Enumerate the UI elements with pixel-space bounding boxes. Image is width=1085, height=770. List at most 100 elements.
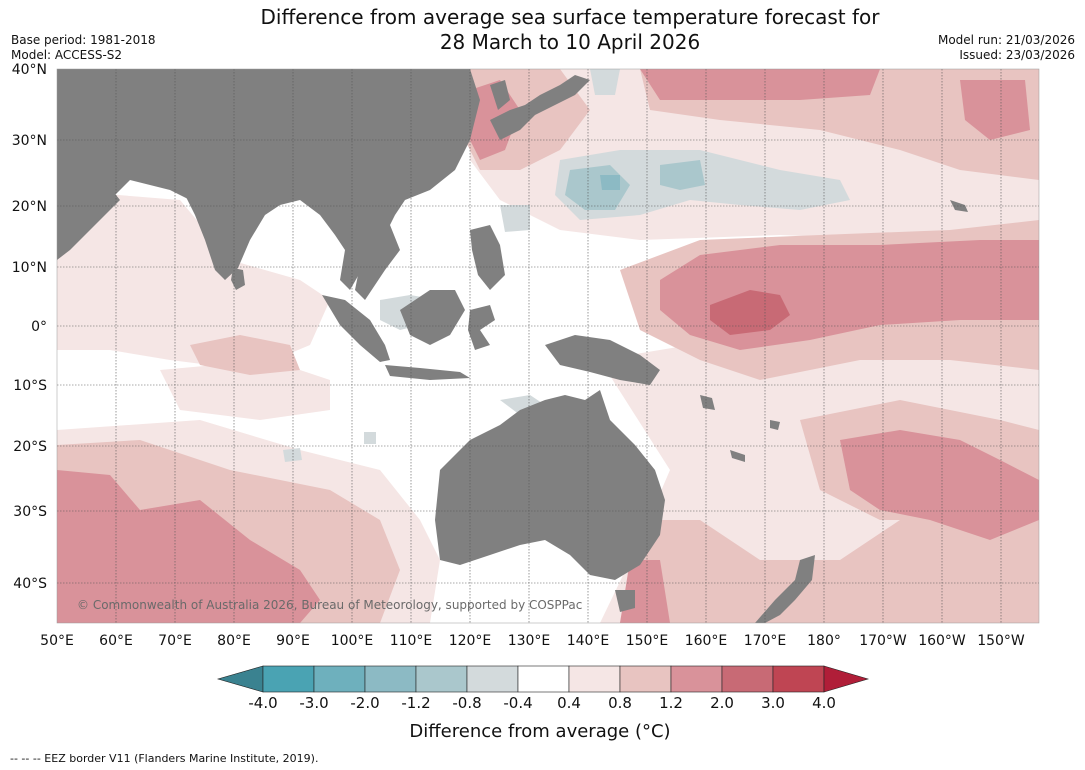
colorbar [216, 665, 870, 693]
cool-region-philippine [500, 205, 530, 232]
lon-label: 160°W [918, 633, 966, 649]
colorbar-swatch [262, 665, 315, 693]
lon-label: 160°E [685, 633, 728, 649]
lat-label: 20°N [12, 199, 47, 215]
lat-label: 40°S [13, 576, 47, 592]
gridlines [57, 69, 1039, 623]
warm4-central-pacific [710, 290, 790, 335]
longitude-labels: 50°E 60°E 70°E 80°E 90°E 100°E 110°E 120… [40, 633, 1025, 649]
lon-label: 90°E [276, 633, 310, 649]
cool-spot-indian [283, 448, 302, 462]
land-borneo [400, 290, 465, 345]
cool-spot-indian-b [364, 432, 376, 444]
colorbar-swatch [721, 665, 774, 693]
cool-region-southeast-asia [590, 69, 620, 95]
lat-label: 30°S [13, 504, 47, 520]
title-line-1: Difference from average sea surface temp… [260, 5, 880, 29]
run-info: Model run: 21/03/2026 Issued: 23/03/2026 [938, 33, 1075, 63]
map-frame [56, 68, 1040, 624]
model-run: Model run: 21/03/2026 [937, 33, 1075, 47]
colorbar-under-arrow [216, 665, 264, 693]
lon-label: 80°E [217, 633, 251, 649]
lon-label: 140°E [567, 633, 610, 649]
base-period: Base period: 1981-2018 [11, 33, 156, 47]
latitude-labels: 40°N 30°N 20°N 10°N 0° 10°S 20°S 30°S 40… [12, 62, 47, 592]
colorbar-tick-label: 4.0 [812, 694, 836, 712]
land-tasmania [615, 590, 635, 612]
colorbar-tick-label: 3.0 [761, 694, 785, 712]
land-indochina [345, 210, 400, 300]
colorbar-swatch [568, 665, 621, 693]
model-name: Model: ACCESS-S2 [11, 48, 123, 62]
warm3-east-north-pacific [960, 80, 1030, 140]
land-philippines [470, 225, 505, 290]
colorbar-tick-label: 0.4 [557, 694, 581, 712]
map-title: Difference from average sea surface temp… [200, 5, 940, 55]
colorbar-swatch [364, 665, 417, 693]
colorbar-swatch [670, 665, 723, 693]
lat-label: 10°S [13, 378, 47, 394]
cool-region-timor [500, 395, 545, 415]
colorbar-title: Difference from average (°C) [409, 721, 671, 742]
warm2-bay-patch [190, 335, 300, 375]
warm3-south-indian [57, 470, 320, 623]
issued-date: Issued: 23/03/2026 [959, 48, 1075, 62]
land-sri-lanka [231, 268, 245, 290]
land-taiwan-japan [490, 75, 590, 140]
lat-label: 40°N [12, 62, 47, 78]
colorbar-swatch [313, 665, 366, 693]
lon-label: 60°E [99, 633, 133, 649]
land-australia [435, 390, 665, 580]
land-new-guinea [545, 335, 660, 385]
colorbar-swatch [415, 665, 468, 693]
colorbar-tick-label: -0.4 [503, 694, 533, 712]
colorbar-tick-label: 2.0 [710, 694, 734, 712]
cool-anomaly-regions [283, 69, 850, 462]
lon-label: 150°E [626, 633, 669, 649]
colorbar-tick-label: -2.0 [350, 694, 380, 712]
colorbar-tick-label: -4.0 [248, 694, 278, 712]
lon-label: 150°W [977, 633, 1025, 649]
colorbar-swatch [466, 665, 519, 693]
title-line-2: 28 March to 10 April 2026 [439, 30, 701, 54]
eez-note: -- -- -- EEZ border V11 (Flanders Marine… [10, 752, 319, 765]
cool3-spot [600, 175, 620, 190]
warm3-north-pacific [640, 69, 880, 100]
colorbar-tick-label: -0.8 [452, 694, 482, 712]
land-arabia [57, 170, 120, 260]
colorbar-tick-label: 1.2 [659, 694, 683, 712]
model-info: Base period: 1981-2018 Model: ACCESS-S2 [11, 33, 156, 63]
colorbar-swatch [517, 665, 570, 693]
lat-label: 20°S [13, 439, 47, 455]
lon-label: 50°E [40, 633, 74, 649]
land-sulawesi [468, 305, 495, 350]
land-java [385, 365, 470, 380]
map-area [57, 69, 1039, 623]
lon-label: 110°E [390, 633, 433, 649]
warm3-south-pacific [840, 430, 1039, 540]
land-korea [490, 80, 510, 110]
cool2-west-pacific-b [660, 160, 705, 190]
lat-label: 30°N [12, 133, 47, 149]
lon-label: 130°E [508, 633, 551, 649]
lon-label: 120°E [449, 633, 492, 649]
land-sumatra [322, 295, 390, 362]
colorbar-swatch [619, 665, 672, 693]
lon-label: 70°E [158, 633, 192, 649]
lon-label: 100°E [331, 633, 374, 649]
colorbar-swatch [772, 665, 825, 693]
lat-label: 0° [31, 319, 47, 335]
land-masses [57, 69, 968, 623]
warm-region-central-indian [160, 360, 330, 420]
lon-label: 170°W [859, 633, 907, 649]
lon-label: 180° [807, 633, 841, 649]
colorbar-tick-label: -3.0 [299, 694, 329, 712]
lon-label: 170°E [744, 633, 787, 649]
warm-anomaly-regions [57, 69, 1039, 623]
copyright-notice: © Commonwealth of Australia 2026, Bureau… [77, 598, 583, 612]
colorbar-tick-label: 0.8 [608, 694, 632, 712]
colorbar-tick-label: -1.2 [401, 694, 431, 712]
land-new-zealand [755, 555, 815, 623]
lat-label: 10°N [12, 260, 47, 276]
